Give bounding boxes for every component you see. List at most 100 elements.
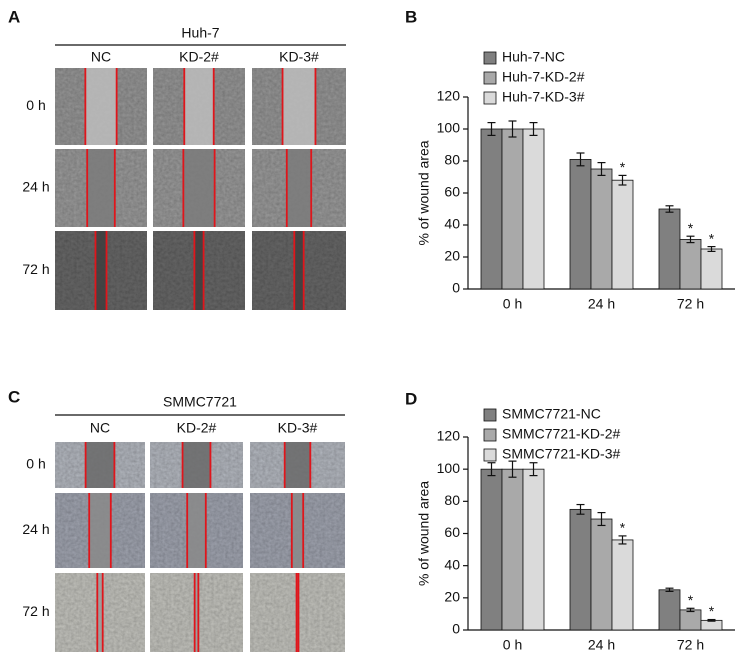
wound-gap <box>194 231 204 310</box>
wound-gap <box>187 493 206 568</box>
error-bar <box>665 587 674 593</box>
micrograph <box>250 442 345 488</box>
bar <box>611 539 634 631</box>
error-bar <box>576 503 585 515</box>
panel-title: Huh-7 <box>181 25 219 41</box>
error-bar <box>508 460 517 478</box>
wound-gap <box>286 149 312 227</box>
significance-mark: * <box>709 603 715 619</box>
bar <box>569 158 592 290</box>
error-bar <box>487 121 496 136</box>
legend-swatch <box>483 51 497 65</box>
micrograph <box>55 442 145 488</box>
y-tick-label: 80 <box>444 152 460 168</box>
bar <box>658 208 681 290</box>
y-tick-label: 40 <box>444 216 460 232</box>
bar <box>522 128 545 290</box>
bar <box>569 508 592 631</box>
wound-gap <box>183 149 215 227</box>
bar <box>679 609 702 631</box>
micrograph <box>150 442 243 488</box>
wound-gap <box>89 493 111 568</box>
error-bar <box>618 535 627 545</box>
bar <box>501 468 524 631</box>
panel-label: B <box>405 7 417 26</box>
bar <box>522 468 545 631</box>
x-tick-label: 24 h <box>588 637 615 652</box>
bar <box>501 128 524 290</box>
significance-mark: * <box>688 220 694 236</box>
bar <box>611 179 634 290</box>
error-bar <box>597 511 606 527</box>
error-bar <box>597 162 606 176</box>
y-tick-label: 120 <box>437 428 461 444</box>
panel-label: D <box>405 389 417 408</box>
column-label: NC <box>91 49 111 65</box>
legend-label: SMMC7721-NC <box>502 406 601 422</box>
legend-label: SMMC7721-KD-2# <box>502 426 620 442</box>
x-tick-label: 24 h <box>588 296 615 312</box>
y-tick-label: 100 <box>437 460 461 476</box>
y-tick-label: 60 <box>444 524 460 540</box>
error-bar <box>487 462 496 477</box>
micrograph <box>153 231 245 310</box>
y-tick-label: 80 <box>444 492 460 508</box>
significance-mark: * <box>620 520 626 536</box>
x-tick-label: 0 h <box>503 296 522 312</box>
error-bar <box>576 152 585 167</box>
x-tick-label: 72 h <box>677 637 704 652</box>
row-label: 72 h <box>22 603 49 619</box>
micrograph <box>252 231 346 310</box>
micrograph <box>250 493 345 568</box>
legend-swatch <box>483 91 497 105</box>
error-bar <box>707 246 716 252</box>
wound-gap <box>85 68 117 145</box>
y-tick-label: 20 <box>444 248 460 264</box>
micrograph <box>55 493 145 568</box>
wound-gap <box>296 573 299 652</box>
wound-gap <box>294 231 304 310</box>
wound-gap <box>194 573 199 652</box>
legend-label: Huh-7-NC <box>502 49 565 65</box>
bar <box>480 128 503 290</box>
significance-mark: * <box>620 159 626 175</box>
x-tick-label: 72 h <box>677 296 704 312</box>
bar <box>700 619 723 631</box>
y-tick-label: 40 <box>444 556 460 572</box>
panel-label: A <box>8 7 20 26</box>
significance-mark: * <box>709 230 715 246</box>
legend-label: SMMC7721-KD-3# <box>502 446 620 462</box>
wound-gap <box>291 493 304 568</box>
legend-swatch <box>483 408 497 422</box>
micrograph <box>250 573 345 652</box>
column-label: KD-2# <box>177 420 217 436</box>
row-label: 24 h <box>22 521 49 537</box>
column-label: KD-3# <box>279 49 319 65</box>
error-bar <box>529 462 538 477</box>
micrograph <box>150 573 243 652</box>
bar <box>679 238 702 290</box>
y-tick-label: 0 <box>452 280 460 296</box>
wound-gap <box>95 231 107 310</box>
micrograph <box>153 149 245 227</box>
panel-label: C <box>8 387 20 406</box>
legend-swatch <box>483 428 497 442</box>
micrograph <box>153 68 245 145</box>
x-tick-label: 0 h <box>503 637 522 652</box>
error-bar <box>508 120 517 138</box>
significance-mark: * <box>688 592 694 608</box>
y-tick-label: 120 <box>437 88 461 104</box>
error-bar <box>665 205 674 213</box>
row-label: 0 h <box>26 456 45 472</box>
row-label: 0 h <box>26 97 45 113</box>
legend-swatch <box>483 71 497 85</box>
legend-label: Huh-7-KD-3# <box>502 89 585 105</box>
bar <box>658 589 681 631</box>
legend-swatch <box>483 448 497 462</box>
column-label: KD-2# <box>179 49 219 65</box>
wound-gap <box>87 149 115 227</box>
wound-gap <box>85 442 115 488</box>
error-bar <box>686 235 695 244</box>
micrograph <box>55 68 147 145</box>
